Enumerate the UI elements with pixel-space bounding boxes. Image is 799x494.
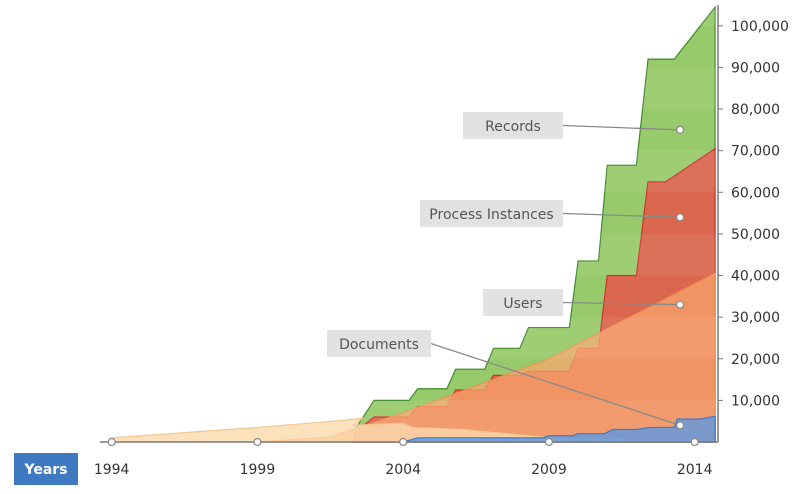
y-tick-label: 20,000 [731, 352, 780, 368]
x-axis-marker [544, 437, 554, 447]
callout-leader [562, 212, 681, 218]
callout-label: Users [503, 296, 542, 312]
years-badge-bg [14, 453, 78, 485]
y-tick-label: 70,000 [731, 144, 780, 160]
callout-point [675, 213, 685, 222]
callout-label: Documents [339, 337, 419, 353]
callout-records: Records [463, 112, 685, 139]
callout-box [420, 200, 563, 227]
value-bands [100, 0, 718, 442]
callout-box [483, 289, 563, 316]
callout-label: Records [485, 119, 541, 135]
callout-point [675, 125, 685, 135]
callout-users: Users [483, 289, 685, 316]
value-band [100, 67, 718, 110]
x-axis-title: Years [23, 462, 67, 478]
years-badge: Years [14, 453, 78, 485]
x-axis-markers [107, 437, 699, 447]
callout-point [675, 300, 685, 309]
y-tick-label: 90,000 [731, 60, 780, 76]
x-tick-label: 1994 [94, 462, 130, 478]
x-tick-label: 2009 [531, 462, 567, 478]
value-band [100, 233, 718, 276]
y-tick-label: 60,000 [731, 185, 780, 201]
area-base [403, 415, 716, 443]
x-tick-label: 1999 [240, 462, 276, 478]
y-tick-label: 100,000 [731, 19, 789, 35]
value-band [100, 150, 718, 193]
y-tick-label: 30,000 [731, 310, 780, 326]
x-axis-marker [107, 437, 116, 447]
y-tick-label: 50,000 [731, 227, 780, 243]
x-tick-label: 2004 [385, 462, 421, 478]
axes [100, 5, 719, 443]
y-tick-label: 80,000 [731, 102, 780, 118]
callout-process-instances: Process Instances [420, 200, 685, 227]
callout-leader [430, 342, 681, 426]
y-tick-label: 40,000 [731, 269, 780, 285]
x-axis-marker [399, 437, 408, 447]
callout-label: Process Instances [429, 207, 553, 223]
y-tick-labels: 10,000 20,000 30,000 40,000 50,000 60,000 70,0… [718, 19, 789, 409]
callout-leader [562, 124, 681, 131]
y-tick-label: 10,000 [731, 393, 780, 409]
callout-leader [562, 301, 681, 306]
callout-point [675, 421, 685, 430]
series-callouts: Records Process Instances Users Documents [327, 112, 685, 430]
callout-box [463, 112, 563, 139]
x-axis-marker [690, 437, 699, 447]
x-tick-labels: 1994 1999 2004 2009 2014 [94, 462, 713, 478]
callout-box [327, 330, 431, 357]
value-band [100, 400, 718, 442]
x-axis-marker [253, 437, 262, 447]
value-band [100, 0, 718, 26]
x-tick-label: 2014 [677, 462, 713, 478]
callout-documents: Documents [327, 330, 685, 430]
